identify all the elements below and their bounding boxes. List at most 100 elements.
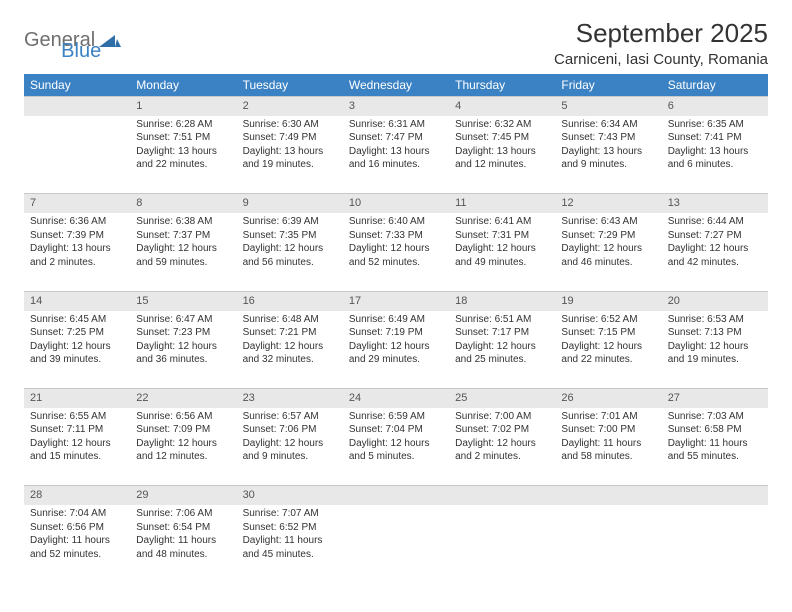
day-cell: Sunrise: 6:53 AMSunset: 7:13 PMDaylight:… <box>662 311 768 389</box>
day-cell-line: and 22 minutes. <box>561 353 655 367</box>
day-number: 23 <box>237 389 343 408</box>
day-number-row: 282930 <box>24 486 768 505</box>
day-cell-line: Sunset: 6:52 PM <box>243 521 337 535</box>
day-cell-line: and 2 minutes. <box>455 450 549 464</box>
day-cell-line: Sunset: 7:51 PM <box>136 131 230 145</box>
day-cell-line: Sunset: 7:19 PM <box>349 326 443 340</box>
month-title: September 2025 <box>554 18 768 49</box>
location: Carniceni, Iasi County, Romania <box>554 51 768 68</box>
day-number: 10 <box>343 194 449 213</box>
day-cell: Sunrise: 6:28 AMSunset: 7:51 PMDaylight:… <box>130 116 236 194</box>
day-cell-line: Daylight: 12 hours <box>349 437 443 451</box>
day-number-row: 21222324252627 <box>24 389 768 408</box>
day-cell-line: Sunset: 7:00 PM <box>561 423 655 437</box>
day-number: 16 <box>237 291 343 310</box>
day-cell-line: and 9 minutes. <box>561 158 655 172</box>
day-cell-line: Sunset: 7:04 PM <box>349 423 443 437</box>
day-cell: Sunrise: 6:41 AMSunset: 7:31 PMDaylight:… <box>449 213 555 291</box>
day-cell-line: Sunset: 7:06 PM <box>243 423 337 437</box>
day-number: 29 <box>130 486 236 505</box>
day-number: 3 <box>343 97 449 116</box>
day-cell-line: Daylight: 13 hours <box>30 242 124 256</box>
day-cell: Sunrise: 7:01 AMSunset: 7:00 PMDaylight:… <box>555 408 661 486</box>
day-cell-line: Daylight: 11 hours <box>136 534 230 548</box>
day-cell-line: and 6 minutes. <box>668 158 762 172</box>
logo-text-blue: Blue <box>61 40 101 63</box>
day-cell-line: and 12 minutes. <box>455 158 549 172</box>
day-cell-line: Sunrise: 6:49 AM <box>349 313 443 327</box>
day-cell-line: Sunrise: 6:32 AM <box>455 118 549 132</box>
weekday-header: Friday <box>555 74 661 97</box>
day-cell-line: and 46 minutes. <box>561 256 655 270</box>
day-number: 6 <box>662 97 768 116</box>
day-cell-line: Sunset: 7:37 PM <box>136 229 230 243</box>
day-number: 19 <box>555 291 661 310</box>
day-cell-line: Sunrise: 7:06 AM <box>136 507 230 521</box>
day-cell-line: Sunset: 7:02 PM <box>455 423 549 437</box>
day-cell-line: Daylight: 13 hours <box>349 145 443 159</box>
logo: General Blue <box>24 18 101 63</box>
day-cell-line: Daylight: 12 hours <box>243 242 337 256</box>
day-cell: Sunrise: 6:47 AMSunset: 7:23 PMDaylight:… <box>130 311 236 389</box>
day-cell-line: Sunset: 7:23 PM <box>136 326 230 340</box>
day-cell-line: Sunrise: 6:48 AM <box>243 313 337 327</box>
day-number <box>555 486 661 505</box>
day-cell-line: and 16 minutes. <box>349 158 443 172</box>
day-cell: Sunrise: 6:56 AMSunset: 7:09 PMDaylight:… <box>130 408 236 486</box>
day-number: 21 <box>24 389 130 408</box>
day-cell: Sunrise: 6:55 AMSunset: 7:11 PMDaylight:… <box>24 408 130 486</box>
day-cell-line: Sunrise: 6:39 AM <box>243 215 337 229</box>
day-cell-line: and 48 minutes. <box>136 548 230 562</box>
title-block: September 2025 Carniceni, Iasi County, R… <box>554 18 768 68</box>
weekday-header: Saturday <box>662 74 768 97</box>
day-cell-line: Sunset: 7:35 PM <box>243 229 337 243</box>
day-cell-line: Sunset: 7:45 PM <box>455 131 549 145</box>
weekday-header: Tuesday <box>237 74 343 97</box>
day-cell: Sunrise: 6:36 AMSunset: 7:39 PMDaylight:… <box>24 213 130 291</box>
day-cell: Sunrise: 6:49 AMSunset: 7:19 PMDaylight:… <box>343 311 449 389</box>
day-cell <box>555 505 661 583</box>
day-number: 15 <box>130 291 236 310</box>
day-cell-line: Daylight: 11 hours <box>30 534 124 548</box>
day-cell-line: Sunset: 6:56 PM <box>30 521 124 535</box>
day-cell-line: Daylight: 12 hours <box>455 242 549 256</box>
day-number: 1 <box>130 97 236 116</box>
day-cell-line: Daylight: 12 hours <box>668 242 762 256</box>
day-cell-line: Sunrise: 6:44 AM <box>668 215 762 229</box>
day-cell-line: Daylight: 12 hours <box>136 340 230 354</box>
day-cell: Sunrise: 6:52 AMSunset: 7:15 PMDaylight:… <box>555 311 661 389</box>
day-cell-line: and 22 minutes. <box>136 158 230 172</box>
day-cell-line: Sunrise: 7:07 AM <box>243 507 337 521</box>
day-cell-line: and 52 minutes. <box>30 548 124 562</box>
day-cell-line: Daylight: 13 hours <box>455 145 549 159</box>
day-cell-line: Daylight: 12 hours <box>455 437 549 451</box>
day-cell: Sunrise: 6:45 AMSunset: 7:25 PMDaylight:… <box>24 311 130 389</box>
day-cell-line: Daylight: 12 hours <box>455 340 549 354</box>
day-cell-line: Sunset: 7:39 PM <box>30 229 124 243</box>
day-cell-line: Daylight: 13 hours <box>136 145 230 159</box>
day-cell-line: and 39 minutes. <box>30 353 124 367</box>
calendar-body: 123456Sunrise: 6:28 AMSunset: 7:51 PMDay… <box>24 97 768 584</box>
day-cell-line: Daylight: 13 hours <box>668 145 762 159</box>
day-number: 8 <box>130 194 236 213</box>
day-cell-line: Sunrise: 6:28 AM <box>136 118 230 132</box>
day-number <box>343 486 449 505</box>
day-cell: Sunrise: 7:07 AMSunset: 6:52 PMDaylight:… <box>237 505 343 583</box>
day-cell-line: Daylight: 12 hours <box>30 340 124 354</box>
day-cell-line: Daylight: 13 hours <box>243 145 337 159</box>
day-cell-line: Sunset: 7:11 PM <box>30 423 124 437</box>
day-cell: Sunrise: 6:30 AMSunset: 7:49 PMDaylight:… <box>237 116 343 194</box>
day-number-row: 78910111213 <box>24 194 768 213</box>
weekday-header: Sunday <box>24 74 130 97</box>
day-cell: Sunrise: 7:03 AMSunset: 6:58 PMDaylight:… <box>662 408 768 486</box>
day-cell-line: and 19 minutes. <box>668 353 762 367</box>
day-cell-line: Daylight: 12 hours <box>243 437 337 451</box>
day-cell-line: and 25 minutes. <box>455 353 549 367</box>
day-number: 28 <box>24 486 130 505</box>
day-cell: Sunrise: 6:38 AMSunset: 7:37 PMDaylight:… <box>130 213 236 291</box>
day-cell-line: Sunrise: 6:53 AM <box>668 313 762 327</box>
day-content-row: Sunrise: 6:45 AMSunset: 7:25 PMDaylight:… <box>24 311 768 389</box>
day-cell-line: and 29 minutes. <box>349 353 443 367</box>
day-cell-line: Sunrise: 7:00 AM <box>455 410 549 424</box>
day-number-row: 123456 <box>24 97 768 116</box>
